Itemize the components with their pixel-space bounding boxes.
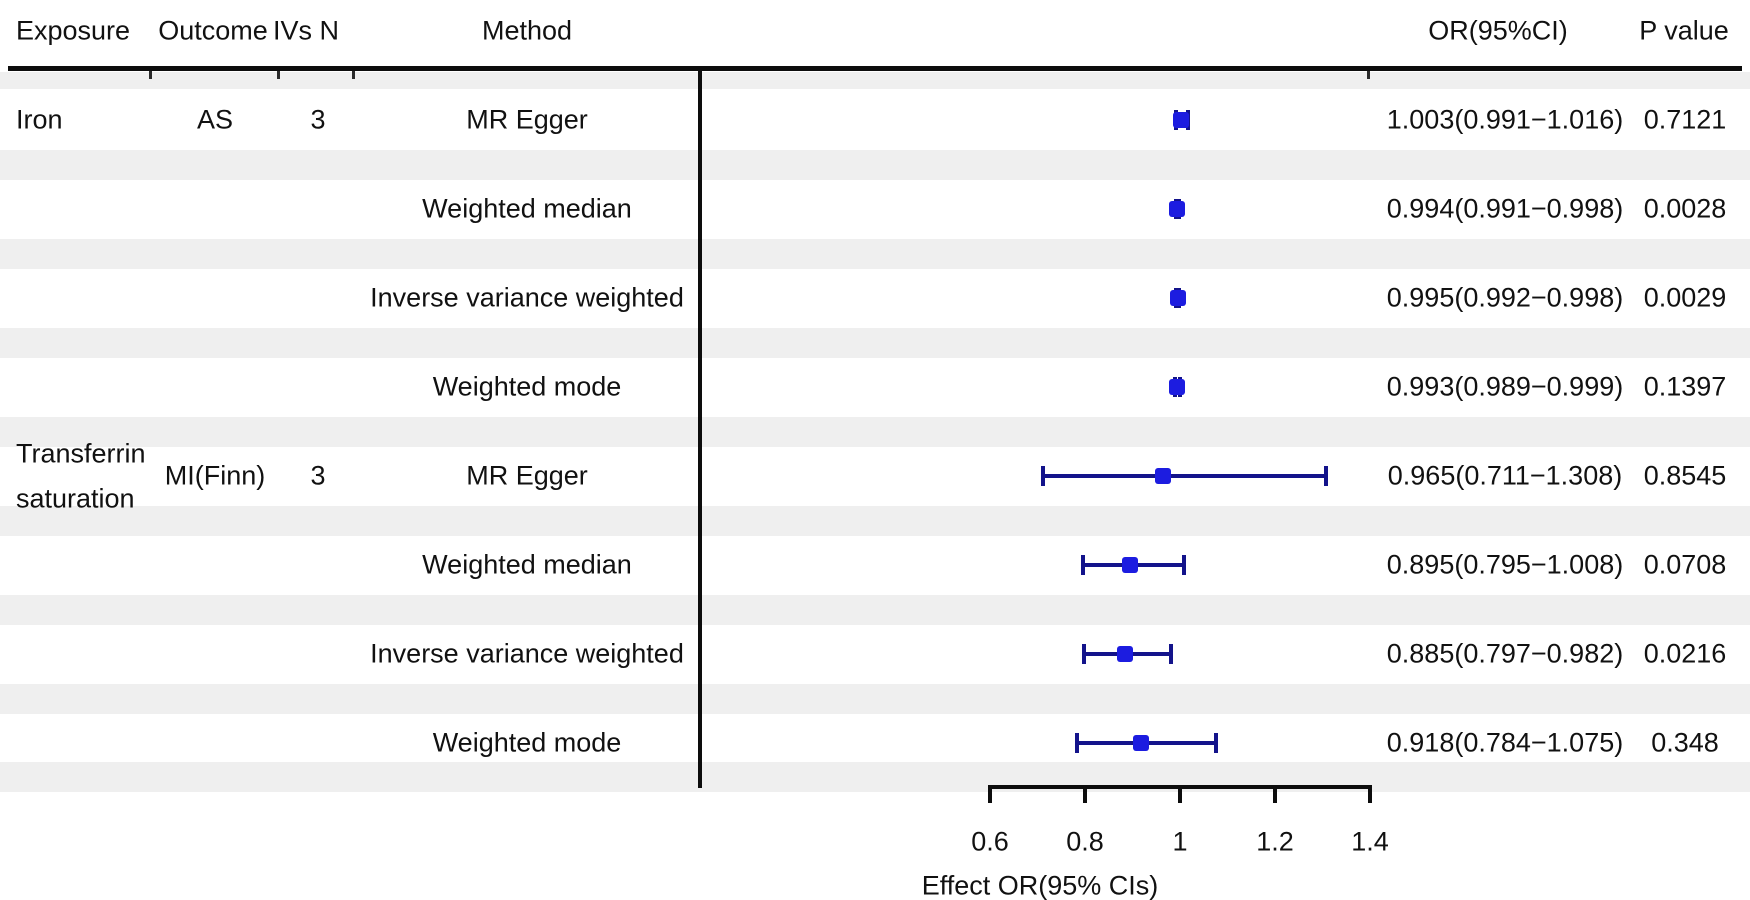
- cell-outcome: MI(Finn): [164, 460, 266, 491]
- cell-ivs-n: 3: [310, 104, 326, 135]
- cell-p-value: 0.0029: [1643, 282, 1727, 313]
- x-axis-label: Effect OR(95% CIs): [921, 870, 1159, 900]
- cell-or-ci: 0.885(0.797−0.982): [1386, 638, 1624, 669]
- col-header-exposure: Exposure: [16, 15, 131, 46]
- ci-cap-left: [1081, 644, 1086, 664]
- cell-or-ci: 0.895(0.795−1.008): [1386, 549, 1624, 580]
- cell-p-value: 0.348: [1651, 727, 1719, 758]
- x-axis-tick: [988, 785, 992, 803]
- cell-method: MR Egger: [466, 104, 588, 135]
- zebra-band: [0, 327, 1750, 358]
- ci-cap-left: [1080, 555, 1085, 575]
- cell-or-ci: 0.993(0.989−0.999): [1386, 371, 1624, 402]
- x-axis-tick-label: 1.2: [1256, 826, 1294, 857]
- cell-p-value: 0.1397: [1643, 371, 1727, 402]
- col-header-p-value: P value: [1639, 15, 1729, 46]
- or-point-box: [1122, 557, 1139, 573]
- col-header-method: Method: [481, 15, 573, 46]
- zebra-band: [0, 416, 1750, 447]
- or-point-box: [1169, 290, 1186, 306]
- cell-p-value: 0.8545: [1643, 460, 1727, 491]
- col-header-ivs-n: IVs N: [272, 15, 340, 46]
- cell-method: Weighted median: [422, 549, 632, 580]
- x-axis-tick: [1273, 785, 1277, 803]
- x-axis-tick-label: 1.4: [1351, 826, 1389, 857]
- cell-method: Inverse variance weighted: [370, 638, 684, 669]
- header-column-tick: [1367, 71, 1370, 79]
- ci-cap-right: [1169, 644, 1174, 664]
- cell-p-value: 0.7121: [1643, 104, 1727, 135]
- ci-cap-right: [1324, 466, 1329, 486]
- col-header-or-ci: OR(95%CI): [1428, 15, 1568, 46]
- zebra-band: [0, 149, 1750, 180]
- cell-method: MR Egger: [466, 460, 588, 491]
- x-axis-tick: [1178, 785, 1182, 803]
- plot-divider-line: [698, 66, 702, 788]
- x-axis-tick: [1083, 785, 1087, 803]
- cell-p-value: 0.0708: [1643, 549, 1727, 580]
- cell-or-ci: 0.918(0.784−1.075): [1386, 727, 1624, 758]
- ci-cap-left: [1040, 466, 1045, 486]
- cell-method: Weighted mode: [432, 371, 622, 402]
- x-axis-tick-label: 0.8: [1066, 826, 1104, 857]
- or-point-box: [1173, 112, 1190, 128]
- cell-exposure-line1: Iron: [16, 104, 63, 135]
- cell-or-ci: 0.994(0.991−0.998): [1386, 193, 1624, 224]
- or-point-box: [1168, 379, 1185, 395]
- zebra-band: [0, 762, 1750, 792]
- zebra-band: [0, 505, 1750, 536]
- col-header-outcome: Outcome: [158, 15, 268, 46]
- zebra-band: [0, 238, 1750, 269]
- header-column-tick: [149, 71, 152, 79]
- x-axis-tick-label: 1: [1172, 826, 1188, 857]
- or-point-box: [1169, 201, 1186, 217]
- cell-exposure-line2: saturation: [16, 483, 135, 513]
- ci-cap-right: [1181, 555, 1186, 575]
- cell-method: Inverse variance weighted: [370, 282, 684, 313]
- cell-or-ci: 0.965(0.711−1.308): [1387, 460, 1623, 491]
- cell-or-ci: 0.995(0.992−0.998): [1386, 282, 1624, 313]
- cell-method: Weighted median: [422, 193, 632, 224]
- cell-ivs-n: 3: [310, 460, 326, 491]
- or-point-box: [1117, 646, 1134, 662]
- cell-exposure-line1: Transferrin: [16, 438, 146, 468]
- cell-method: Weighted mode: [432, 727, 622, 758]
- ci-line: [1042, 474, 1327, 478]
- header-column-tick: [352, 71, 355, 79]
- or-point-box: [1155, 468, 1172, 484]
- zebra-band: [0, 72, 1750, 89]
- zebra-band: [0, 683, 1750, 714]
- cell-p-value: 0.0216: [1643, 638, 1727, 669]
- x-axis-tick: [1368, 785, 1372, 803]
- ci-cap-right: [1213, 733, 1218, 753]
- ci-cap-left: [1075, 733, 1080, 753]
- or-point-box: [1133, 735, 1150, 751]
- cell-or-ci: 1.003(0.991−1.016): [1386, 104, 1624, 135]
- cell-p-value: 0.0028: [1643, 193, 1727, 224]
- zebra-band: [0, 594, 1750, 625]
- header-divider-line: [8, 66, 1742, 71]
- x-axis-tick-label: 0.6: [971, 826, 1009, 857]
- header-column-tick: [277, 71, 280, 79]
- cell-outcome: AS: [196, 104, 234, 135]
